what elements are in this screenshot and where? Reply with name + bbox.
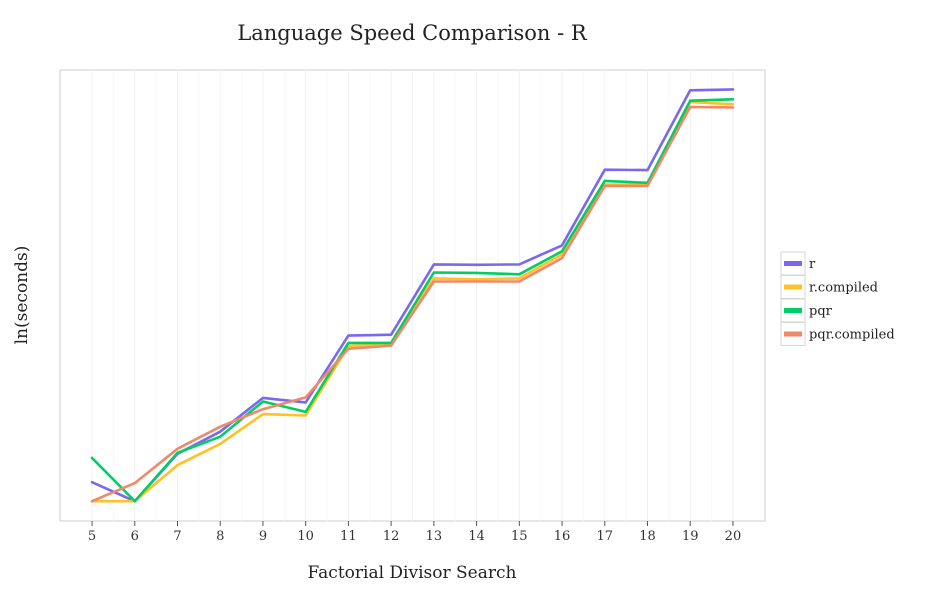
x-tick-label: 16 bbox=[554, 529, 571, 544]
x-tick-label: 15 bbox=[511, 529, 528, 544]
x-tick-label: 10 bbox=[297, 529, 314, 544]
x-tick-label: 19 bbox=[682, 529, 699, 544]
legend-label: r bbox=[809, 257, 816, 272]
x-tick-label: 13 bbox=[426, 529, 443, 544]
legend-label: r.compiled bbox=[809, 281, 878, 296]
x-tick-label: 20 bbox=[725, 529, 742, 544]
x-tick-label: 7 bbox=[173, 529, 181, 544]
chart-title: Language Speed Comparison - R bbox=[237, 21, 588, 45]
legend-label: pqr bbox=[809, 304, 833, 319]
x-tick-label: 11 bbox=[340, 529, 357, 544]
x-tick-label: 8 bbox=[216, 529, 224, 544]
series-line-pqr-compiled bbox=[90, 105, 735, 503]
x-tick-label: 17 bbox=[596, 529, 613, 544]
x-tick-label: 9 bbox=[259, 529, 267, 544]
y-axis-title: ln(seconds) bbox=[12, 246, 32, 345]
x-tick-label: 6 bbox=[131, 529, 139, 544]
x-tick-label: 5 bbox=[88, 529, 96, 544]
x-tick-label: 14 bbox=[468, 529, 485, 544]
plot-area: 5 6 7 8 9 10 11 12 13 14 15 16 17 18 19 20 bbox=[59, 69, 766, 544]
series-line-r bbox=[90, 88, 735, 503]
legend: r r.compiled pqr pqr.compiled bbox=[780, 251, 895, 346]
x-tick-label: 18 bbox=[639, 529, 656, 544]
series-line-pqr bbox=[90, 98, 735, 503]
x-tick-label: 12 bbox=[383, 529, 400, 544]
legend-label: pqr.compiled bbox=[809, 328, 895, 343]
x-axis-title: Factorial Divisor Search bbox=[308, 563, 517, 583]
